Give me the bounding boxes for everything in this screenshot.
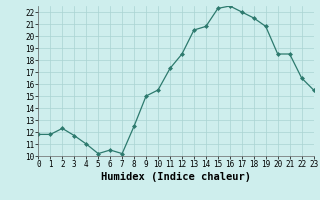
X-axis label: Humidex (Indice chaleur): Humidex (Indice chaleur) bbox=[101, 172, 251, 182]
